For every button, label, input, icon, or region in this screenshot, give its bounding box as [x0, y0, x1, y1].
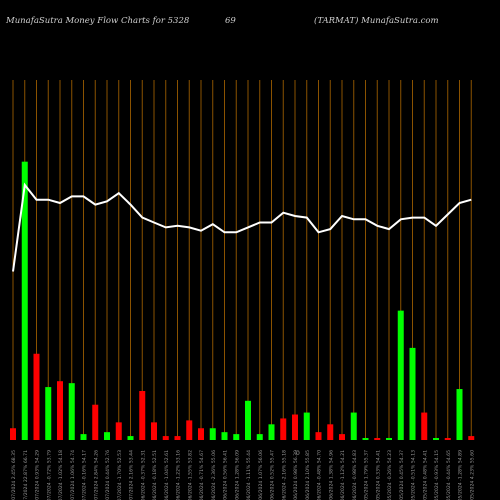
flow-bar — [433, 438, 439, 440]
x-tick-label: 27/05/2024 -0.51% 54.13 — [411, 450, 417, 500]
x-tick-label: 18/05/2024 4.23% 55.60 — [469, 450, 475, 500]
x-tick-label: 18/06/2024 1.28% 56.09 — [234, 450, 240, 500]
x-tick-label: 02/07/2024 -1.70% 52.53 — [117, 450, 123, 500]
x-tick-label: 08/07/2024 1.06% 54.74 — [70, 450, 76, 500]
x-tick-label: 05/06/2024 1.38% 54.96 — [328, 450, 334, 500]
flow-bar — [115, 422, 122, 440]
flow-bar — [68, 383, 75, 440]
x-tick-label: 25/06/2024 -1.22% 53.16 — [176, 450, 182, 500]
flow-bar — [198, 428, 204, 440]
flow-bar — [339, 434, 345, 440]
flow-bar — [186, 420, 193, 440]
flow-bar — [280, 418, 287, 440]
x-tick-label: 27/06/2024 -0.18% 52.51 — [152, 450, 158, 500]
flow-bar — [456, 389, 463, 440]
price-line — [12, 182, 472, 272]
flow-bar — [151, 422, 157, 440]
x-tick-label: 21/05/2024 -1.28% 54.89 — [458, 450, 464, 500]
x-tick-label: 04/07/2024 2.84% 54.26 — [93, 450, 99, 500]
flow-bar — [10, 428, 16, 440]
flow-bar — [409, 347, 416, 440]
x-tick-label: 07/06/2024 2.10% 55.85 — [305, 450, 311, 500]
flow-bar — [468, 436, 475, 440]
x-tick-label: 12/07/2024 22.87% 66.71 — [23, 450, 29, 500]
x-tick-label: 11/06/2024 -2.16% 55.18 — [281, 450, 287, 500]
flow-bar — [256, 434, 263, 440]
stock-code: 69 — [225, 16, 236, 26]
x-tick-label: 24/06/2024 -1.55% 53.82 — [187, 450, 193, 500]
x-tick-label: 01/07/2024 2.16% 53.44 — [129, 450, 135, 500]
flow-bar — [233, 434, 240, 440]
flow-bar — [374, 438, 381, 440]
flow-bar — [45, 387, 52, 440]
flow-bar — [397, 310, 404, 440]
flow-bar — [444, 438, 451, 440]
x-tick-label: 20/06/2024 -2.36% 55.06 — [211, 450, 217, 500]
x-tick-label: 10/06/2024 0.98% 56.39 — [293, 450, 299, 500]
flow-bar — [92, 404, 99, 440]
flow-bar — [209, 428, 216, 440]
x-tick-label: 19/06/2024 0.56% 56.41 — [223, 450, 229, 500]
flow-bar — [327, 424, 334, 440]
flow-bar — [162, 436, 169, 440]
x-tick-label: 30/05/2024 0.33% 54.41 — [375, 450, 381, 500]
flow-bar — [127, 436, 134, 440]
x-tick-label: 31/05/2024 1.79% 55.37 — [364, 450, 370, 500]
flow-bar — [21, 161, 28, 440]
x-tick-label: 15/07/2024 2.45% 68.35 — [11, 450, 17, 500]
axis-marker: 0 — [296, 450, 300, 457]
x-tick-label: 11/07/2024 0.93% 54.29 — [35, 450, 41, 500]
x-tick-label: 26/06/2024 -1.04% 52.61 — [164, 450, 170, 500]
flow-bar — [292, 414, 298, 440]
x-tick-label: 13/06/2024 1.07% 56.06 — [258, 450, 264, 500]
x-tick-label: 29/05/2024 -0.26% 54.23 — [387, 450, 393, 500]
flow-bar — [174, 436, 181, 440]
x-tick-label: 22/05/2024 -0.44% 54.65 — [446, 450, 452, 500]
flow-bar — [268, 424, 275, 440]
x-tick-label: 24/05/2024 0.48% 54.41 — [422, 450, 428, 500]
company-name: (TARMAT) MunafaSutra.com — [314, 16, 439, 26]
x-tick-label: 21/06/2024 -0.71% 54.67 — [199, 450, 205, 500]
x-tick-label: 23/05/2024 -0.93% 54.15 — [434, 450, 440, 500]
flow-bar — [350, 412, 357, 440]
flow-bar — [80, 434, 87, 440]
x-tick-label: 10/07/2024 -0.72% 53.79 — [46, 450, 52, 500]
x-tick-label: 28/05/2024 0.45% 54.37 — [399, 450, 405, 500]
flow-bar — [245, 400, 251, 440]
x-tick-label: 03/06/2024 -0.98% 54.83 — [352, 450, 358, 500]
x-tick-label: 28/06/2024 -0.37% 52.31 — [140, 450, 146, 500]
x-tick-label: 09/07/2024 -1.02% 54.18 — [58, 450, 64, 500]
x-tick-label: 04/06/2024 -1.12% 54.21 — [340, 450, 346, 500]
flow-bar — [421, 412, 428, 440]
flow-bar — [386, 438, 392, 440]
flow-bar — [139, 391, 146, 440]
flow-bar — [362, 438, 369, 440]
chart-title: MunafaSutra Money Flow Charts for 5328 — [6, 16, 190, 26]
flow-bar — [57, 381, 63, 440]
x-tick-label: 05/07/2024 -0.16% 54.17 — [82, 450, 88, 500]
x-tick-label: 12/06/2024 0.52% 55.47 — [270, 450, 276, 500]
x-tick-label: 06/06/2024 -0.48% 54.70 — [317, 450, 323, 500]
flow-bar — [221, 432, 228, 440]
x-tick-label: 14/06/2024 -1.11% 55.44 — [246, 450, 252, 500]
flow-bar — [315, 432, 322, 440]
flow-bar — [303, 412, 310, 440]
x-tick-label: 03/07/2024 0.44% 52.76 — [105, 450, 111, 500]
flow-bar — [104, 432, 110, 440]
flow-bar — [33, 353, 40, 440]
